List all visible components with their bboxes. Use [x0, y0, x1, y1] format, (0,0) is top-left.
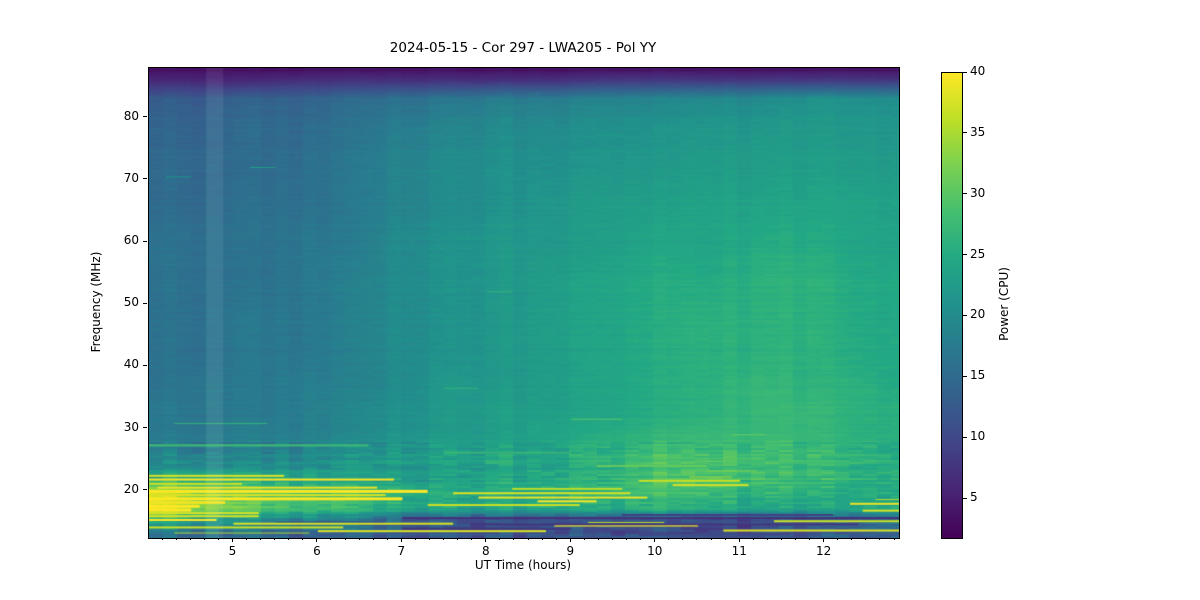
colorbar-tick-mark	[963, 71, 967, 73]
x-tick-mark	[316, 538, 318, 542]
x-minor-tick-mark	[668, 538, 670, 540]
x-minor-tick-mark	[217, 538, 219, 540]
colorbar-tick-mark	[963, 375, 967, 377]
y-tick-mark	[143, 489, 147, 491]
x-tick-mark	[400, 538, 402, 542]
heatmap-canvas	[148, 67, 900, 539]
colorbar-tick-mark	[963, 132, 967, 134]
x-minor-tick-mark	[344, 538, 346, 540]
x-minor-tick-mark	[358, 538, 360, 540]
colorbar-tick-mark	[963, 254, 967, 256]
x-minor-tick-mark	[527, 538, 529, 540]
x-minor-tick-mark	[612, 538, 614, 540]
colorbar-tick-mark	[963, 314, 967, 316]
x-minor-tick-mark	[429, 538, 431, 540]
x-tick-label: 12	[816, 544, 832, 558]
x-tick-label: 6	[313, 544, 321, 558]
colorbar-tick-label: 40	[970, 64, 986, 78]
x-tick-mark	[231, 538, 233, 542]
x-tick-label: 8	[482, 544, 490, 558]
y-tick-mark	[143, 364, 147, 366]
x-minor-tick-mark	[513, 538, 515, 540]
y-tick-mark	[143, 302, 147, 304]
x-minor-tick-mark	[766, 538, 768, 540]
x-tick-label: 7	[397, 544, 406, 558]
y-tick-label: 40	[123, 357, 139, 372]
x-minor-tick-mark	[457, 538, 459, 540]
y-tick-label: 20	[123, 481, 139, 496]
plot-title: 2024-05-15 - Cor 297 - LWA205 - Pol YY	[389, 40, 657, 56]
x-tick-label: 11	[731, 544, 747, 558]
x-minor-tick-mark	[288, 538, 290, 540]
x-minor-tick-mark	[795, 538, 797, 540]
colorbar-tick-label: 30	[970, 185, 986, 200]
x-minor-tick-mark	[260, 538, 262, 540]
x-minor-tick-mark	[682, 538, 684, 540]
colorbar-tick-label: 20	[970, 307, 986, 322]
x-tick-mark	[569, 538, 571, 542]
x-minor-tick-mark	[203, 538, 205, 540]
x-minor-tick-mark	[640, 538, 642, 540]
y-tick-label: 50	[123, 295, 139, 310]
colorbar-tick-label: 25	[970, 246, 986, 261]
x-minor-tick-mark	[710, 538, 712, 540]
x-minor-tick-mark	[372, 538, 374, 540]
x-minor-tick-mark	[583, 538, 585, 540]
y-tick-label: 30	[123, 419, 139, 434]
x-minor-tick-mark	[302, 538, 304, 540]
x-minor-tick-mark	[189, 538, 191, 540]
x-tick-mark	[738, 538, 740, 542]
x-tick-mark	[823, 538, 825, 542]
colorbar-tick-mark	[963, 436, 967, 438]
x-minor-tick-mark	[414, 538, 416, 540]
colorbar-tick-label: 35	[970, 124, 986, 139]
x-minor-tick-mark	[386, 538, 388, 540]
x-minor-tick-mark	[865, 538, 867, 540]
x-minor-tick-mark	[274, 538, 276, 540]
y-tick-mark	[143, 240, 147, 242]
x-minor-tick-mark	[626, 538, 628, 540]
colorbar-tick-label: 5	[970, 490, 978, 505]
x-minor-tick-mark	[752, 538, 754, 540]
x-minor-tick-mark	[161, 538, 163, 540]
x-minor-tick-mark	[541, 538, 543, 540]
colorbar-tick-mark	[963, 193, 967, 195]
x-minor-tick-mark	[499, 538, 501, 540]
x-minor-tick-mark	[724, 538, 726, 540]
colorbar-tick-mark	[963, 497, 967, 499]
x-minor-tick-mark	[696, 538, 698, 540]
x-minor-tick-mark	[555, 538, 557, 540]
y-tick-label: 80	[123, 108, 139, 123]
x-minor-tick-mark	[597, 538, 599, 540]
x-minor-tick-mark	[780, 538, 782, 540]
x-minor-tick-mark	[851, 538, 853, 540]
x-tick-mark	[654, 538, 656, 542]
x-minor-tick-mark	[443, 538, 445, 540]
colorbar-tick-label: 15	[970, 368, 986, 383]
y-tick-label: 60	[123, 233, 139, 248]
x-minor-tick-mark	[879, 538, 881, 540]
x-minor-tick-mark	[837, 538, 839, 540]
x-minor-tick-mark	[246, 538, 248, 540]
x-tick-label: 5	[228, 544, 237, 558]
x-tick-label: 9	[566, 544, 575, 558]
y-tick-mark	[143, 178, 147, 180]
x-minor-tick-mark	[175, 538, 177, 540]
x-axis-label: UT Time (hours)	[474, 558, 572, 572]
x-minor-tick-mark	[893, 538, 895, 540]
x-minor-tick-mark	[471, 538, 473, 540]
y-tick-mark	[143, 427, 147, 429]
y-tick-label: 70	[123, 170, 139, 185]
colorbar-tick-label: 10	[970, 429, 986, 444]
y-tick-mark	[143, 116, 147, 118]
colorbar	[941, 72, 963, 539]
x-tick-label: 10	[647, 544, 663, 558]
x-minor-tick-mark	[809, 538, 811, 540]
x-minor-tick-mark	[330, 538, 332, 540]
x-tick-mark	[485, 538, 487, 542]
